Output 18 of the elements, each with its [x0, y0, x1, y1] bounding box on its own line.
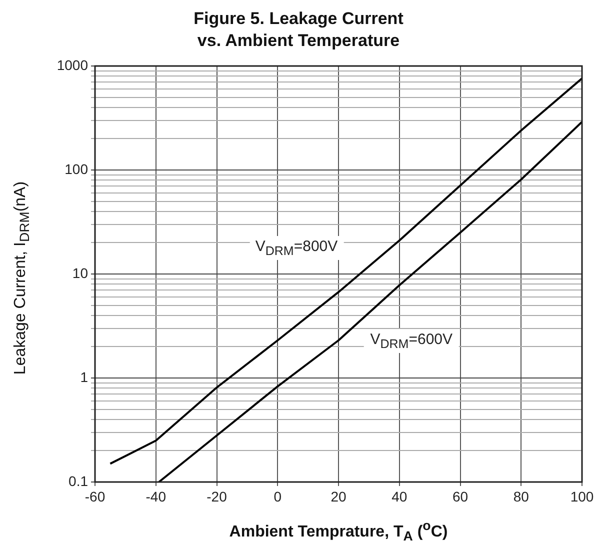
x-tick-label: 0 — [274, 488, 282, 504]
x-tick-label: 60 — [452, 488, 468, 504]
x-tick-label: 40 — [392, 488, 408, 504]
y-tick-label: 10 — [72, 264, 88, 281]
y-tick-label: 1000 — [56, 56, 88, 73]
x-tick-label: 100 — [570, 488, 594, 504]
series-label: V$_{DRM}$=800V — [249, 236, 344, 260]
chart-title: Figure 5. Leakage Current vs. Ambient Temperature — [192, 8, 404, 52]
series-label: V$_{DRM}$=600V — [364, 329, 459, 354]
x-tick-label: 80 — [513, 488, 530, 504]
y-tick-label: 100 — [64, 160, 88, 177]
y-tick-label: 0.1 — [68, 472, 88, 489]
x-tick-label: -60 — [84, 488, 106, 504]
x-tick-label: -20 — [206, 488, 228, 504]
y-tick-label: 1 — [80, 368, 88, 385]
x-tick-label: -40 — [146, 488, 166, 504]
x-tick-label: 20 — [330, 488, 346, 504]
x-axis-title: Ambient Temprature, T$_{A}$ ($^{o}$C) — [228, 518, 449, 544]
